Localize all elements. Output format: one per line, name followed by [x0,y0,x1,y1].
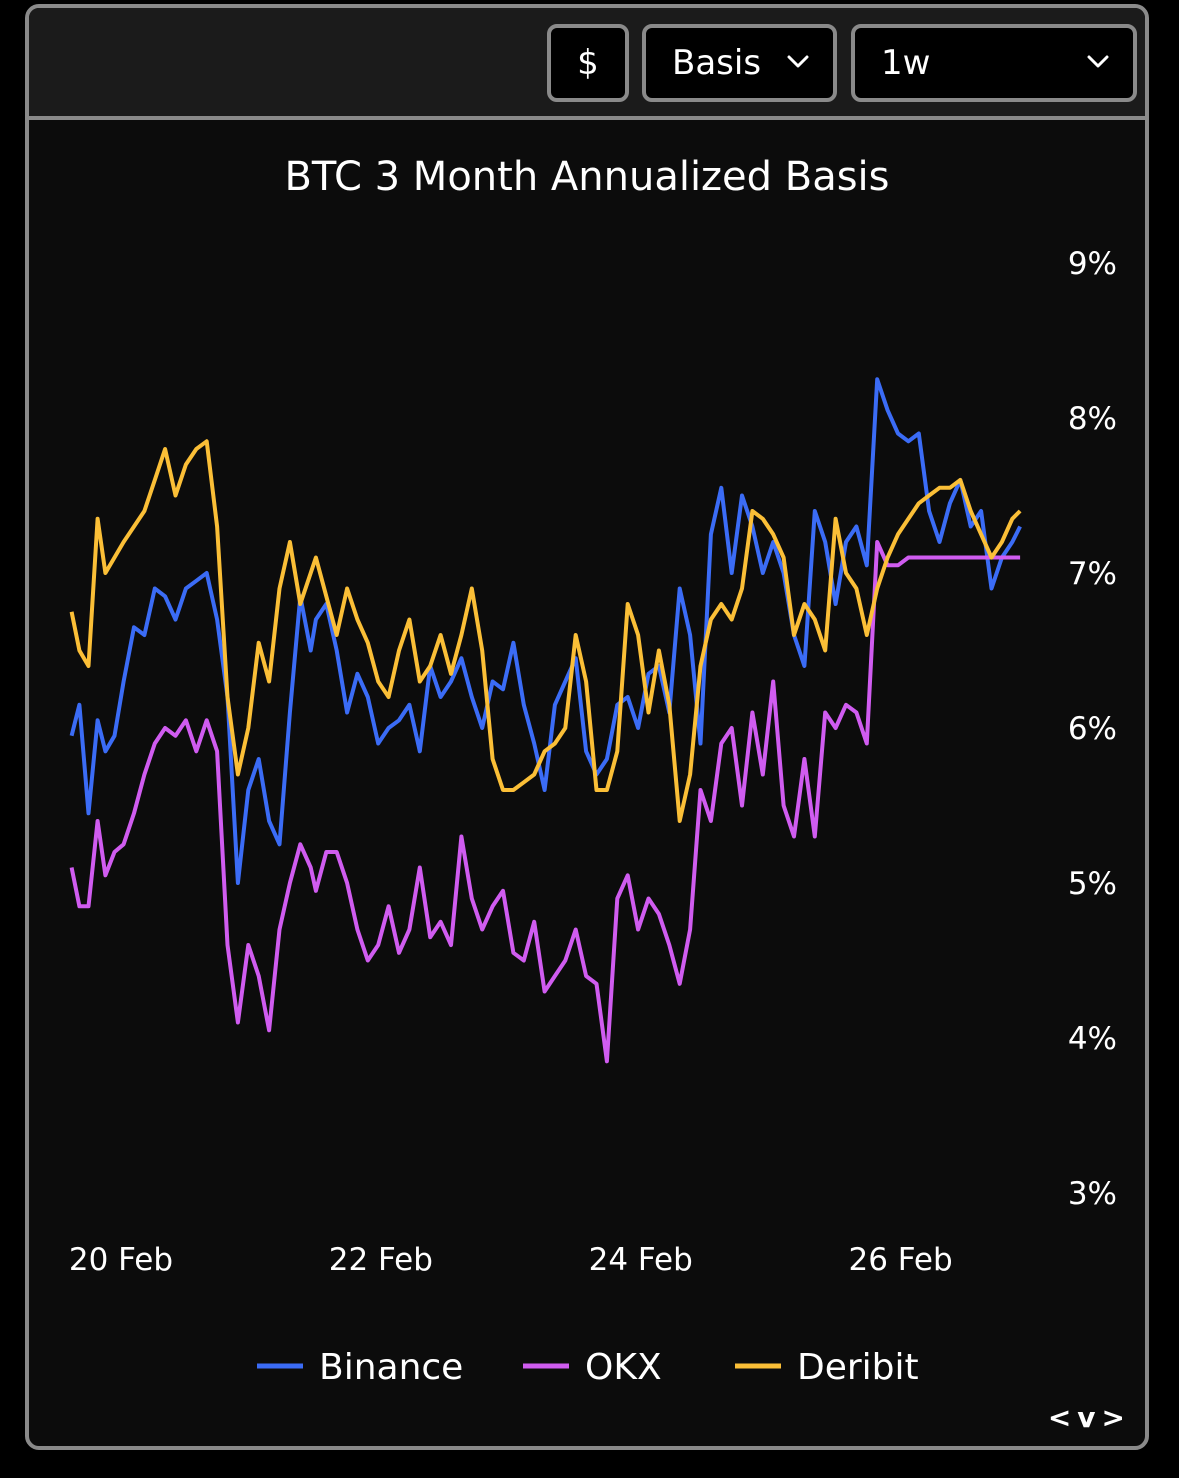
navigation-arrows[interactable]: <v> [1047,1401,1131,1434]
chart-widget: $ Basis 1w BTC 3 Month Annualized Basis … [25,4,1149,1450]
toolbar: $ Basis 1w [29,8,1145,120]
currency-button[interactable]: $ [547,24,629,102]
y-tick-label: 3% [1068,1176,1117,1212]
series-line-deribit [69,439,1022,823]
period-label: 1w [881,43,931,83]
y-tick-label: 6% [1068,711,1117,747]
chart-area: BTC 3 Month Annualized Basis 9% 8% 7% 6% 5% 4… [69,154,1117,1388]
x-tick-label: 26 Feb [848,1242,952,1278]
legend: Binance OKX Deribit [257,1347,919,1388]
x-tick-label: 22 Feb [329,1242,433,1278]
chevron-down-icon [787,55,809,68]
y-tick-label: 5% [1068,866,1117,902]
series-line-okx [69,540,1021,1064]
legend-label-binance: Binance [319,1347,463,1388]
plot-lines [69,377,1022,1064]
series-line-binance [69,377,1022,885]
y-tick-label: 7% [1068,556,1117,592]
metric-dropdown[interactable]: Basis [642,24,837,102]
x-axis: 20 Feb 22 Feb 24 Feb 26 Feb [69,1242,953,1278]
x-tick-label: 20 Feb [69,1242,173,1278]
y-tick-label: 9% [1068,246,1117,282]
legend-label-okx: OKX [585,1347,662,1388]
y-axis: 9% 8% 7% 6% 5% 4% 3% [1068,246,1117,1212]
y-tick-label: 8% [1068,401,1117,437]
metric-label: Basis [672,43,762,83]
legend-label-deribit: Deribit [797,1347,919,1388]
chevron-down-icon [1087,55,1109,68]
period-dropdown[interactable]: 1w [851,24,1137,102]
chart-title: BTC 3 Month Annualized Basis [284,154,889,200]
currency-label: $ [577,43,599,83]
y-tick-label: 4% [1068,1021,1117,1057]
x-tick-label: 24 Feb [589,1242,693,1278]
